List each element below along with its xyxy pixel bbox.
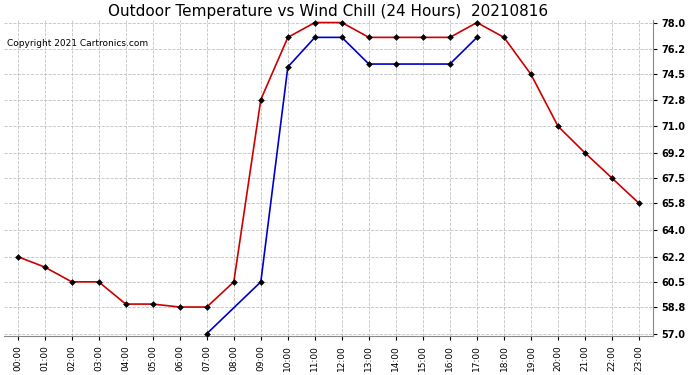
Title: Outdoor Temperature vs Wind Chill (24 Hours)  20210816: Outdoor Temperature vs Wind Chill (24 Ho… bbox=[108, 4, 549, 19]
Text: Copyright 2021 Cartronics.com: Copyright 2021 Cartronics.com bbox=[7, 39, 148, 48]
